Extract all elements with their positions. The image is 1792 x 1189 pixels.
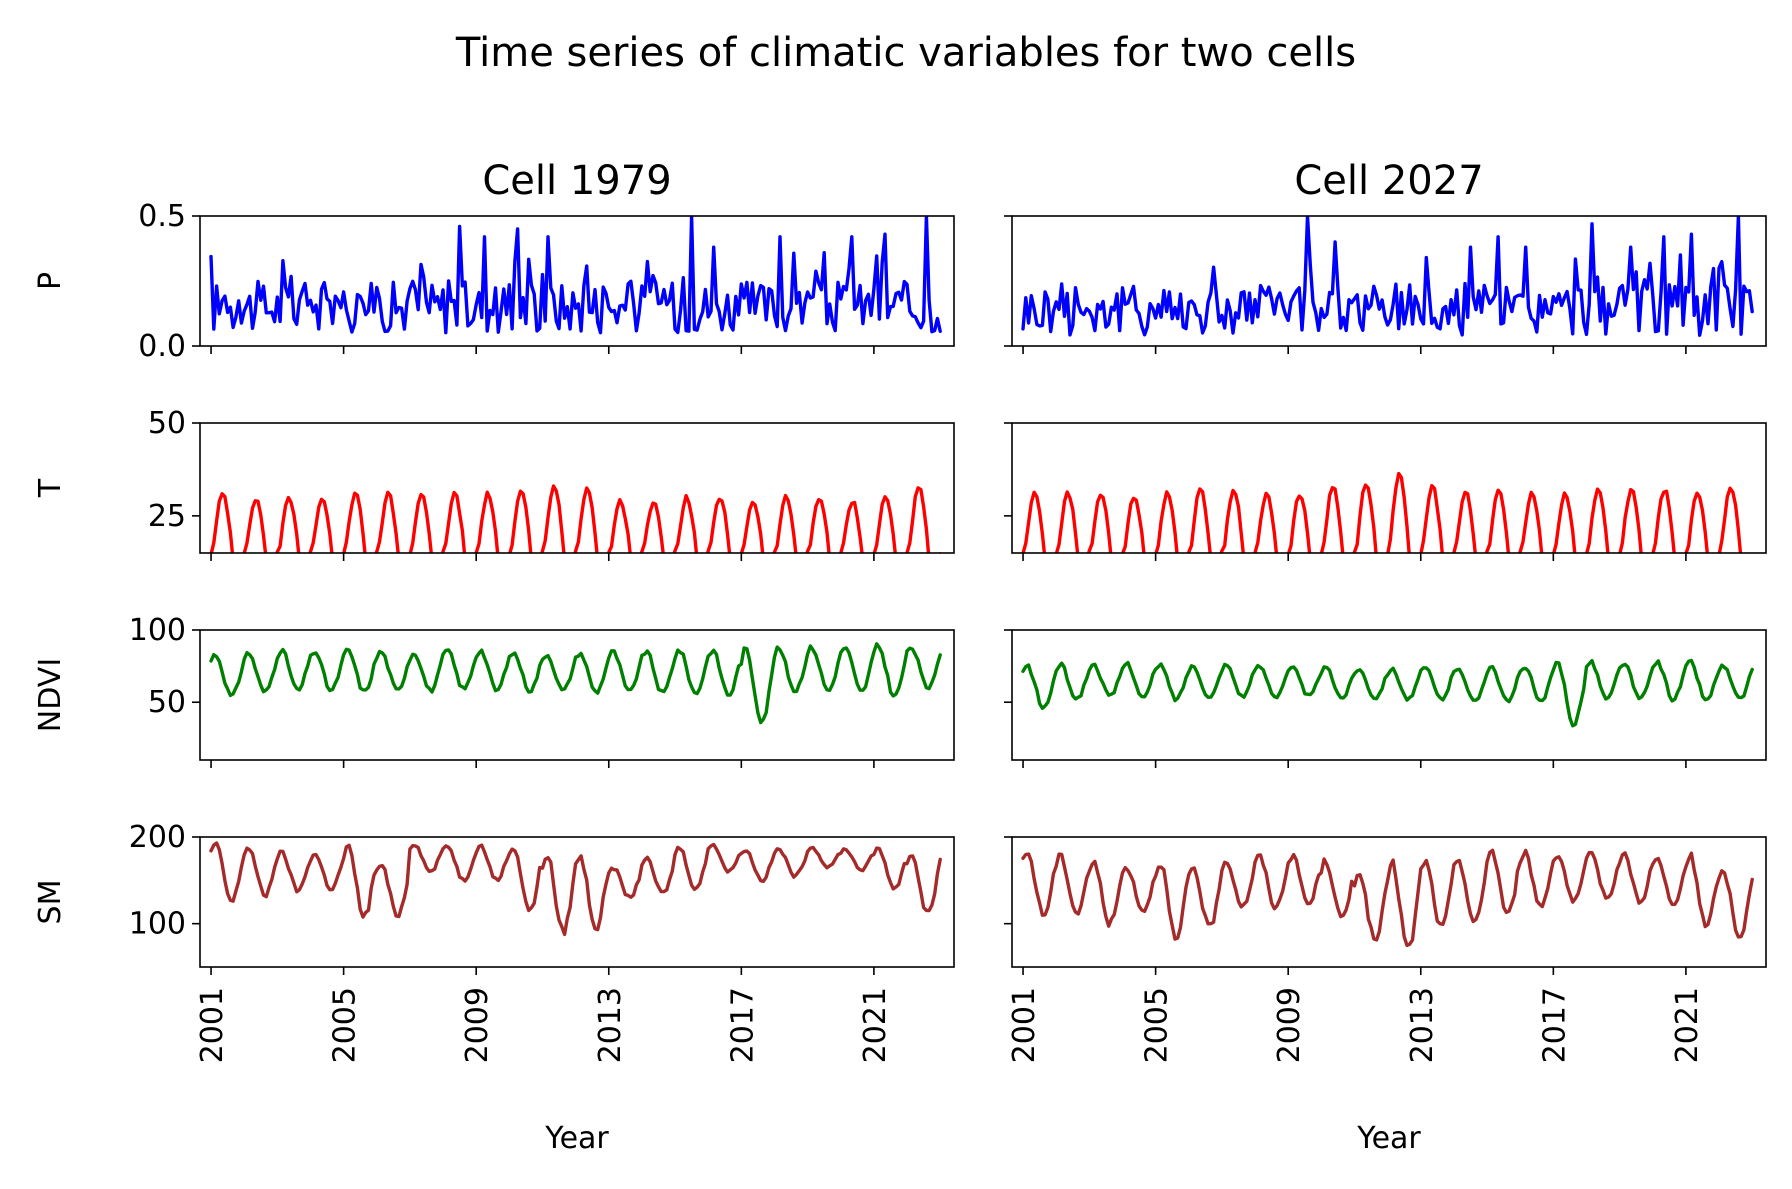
x-tick-label: 2001: [195, 987, 230, 1063]
y-axis-label: P: [33, 272, 68, 290]
axes-frame: [1011, 422, 1767, 554]
x-tick-label: 2017: [725, 987, 760, 1063]
y-tick-label: 200: [129, 820, 186, 855]
x-tick-label: 2017: [1537, 987, 1572, 1063]
x-tick-label: 2005: [1140, 987, 1175, 1063]
panel-sm-cell2: 2001 2005 2009 2013 2017 2021 Year: [1004, 836, 1767, 1156]
panel-p-cell1: 0.0 0.5 P: [33, 199, 955, 364]
x-tick-label: 2001: [1007, 987, 1042, 1063]
series-line-t: [209, 484, 942, 553]
y-tick-label: 50: [148, 406, 186, 441]
x-tick-label: 2013: [1405, 987, 1440, 1063]
y-tick-label: 50: [148, 685, 186, 720]
axes-frame: [199, 629, 955, 761]
panel-t-cell1: 25 50 T: [33, 406, 955, 561]
y-axis-label: SM: [33, 880, 68, 925]
series-line-ndvi: [1021, 658, 1754, 728]
x-axis-label: Year: [544, 1121, 609, 1156]
series-line-ndvi: [209, 642, 942, 725]
axes-frame: [199, 422, 955, 554]
series-line-p: [1021, 216, 1754, 337]
panel-sm-cell1: 100 200 SM 2001 2005 2009 2013 2017 2021 Year: [33, 820, 955, 1156]
panel-ndvi-cell2: [1004, 629, 1767, 768]
panel-p-cell2: [1004, 215, 1767, 354]
y-tick-label: 100: [129, 613, 186, 648]
column-title-1: Cell 1979: [482, 158, 671, 204]
x-tick-label: 2009: [1272, 987, 1307, 1063]
x-tick-label: 2005: [328, 987, 363, 1063]
panel-t-cell2: [1004, 422, 1767, 561]
panel-ndvi-cell1: 50 100 NDVI: [33, 613, 955, 768]
y-tick-label: 0.0: [138, 329, 186, 364]
y-tick-label: 100: [129, 907, 186, 942]
figure-title: Time series of climatic variables for tw…: [455, 30, 1356, 76]
axes-frame: [1011, 629, 1767, 761]
y-tick-label: 25: [148, 499, 186, 534]
x-tick-label: 2021: [1670, 987, 1705, 1063]
x-axis-label: Year: [1356, 1121, 1421, 1156]
x-tick-label: 2013: [593, 987, 628, 1063]
y-axis-label: T: [33, 478, 68, 498]
y-tick-label: 0.5: [138, 199, 186, 234]
x-tick-label: 2021: [858, 987, 893, 1063]
y-axis-label: NDVI: [33, 658, 68, 732]
x-tick-label: 2009: [460, 987, 495, 1063]
plot-area: Cell 1979 0.0 0.5 P 25 50 T 50 100 NDVI 100 200 SM 20…: [33, 158, 1767, 1156]
series-line-sm: [209, 841, 942, 937]
axes-frame: [1011, 836, 1767, 968]
axes-frame: [199, 836, 955, 968]
series-line-p: [209, 216, 942, 335]
axes-frame: [199, 215, 955, 347]
axes-frame: [1011, 215, 1767, 347]
series-line-t: [1021, 471, 1743, 553]
column-title-2: Cell 2027: [1294, 158, 1483, 204]
series-line-sm: [1021, 848, 1754, 948]
